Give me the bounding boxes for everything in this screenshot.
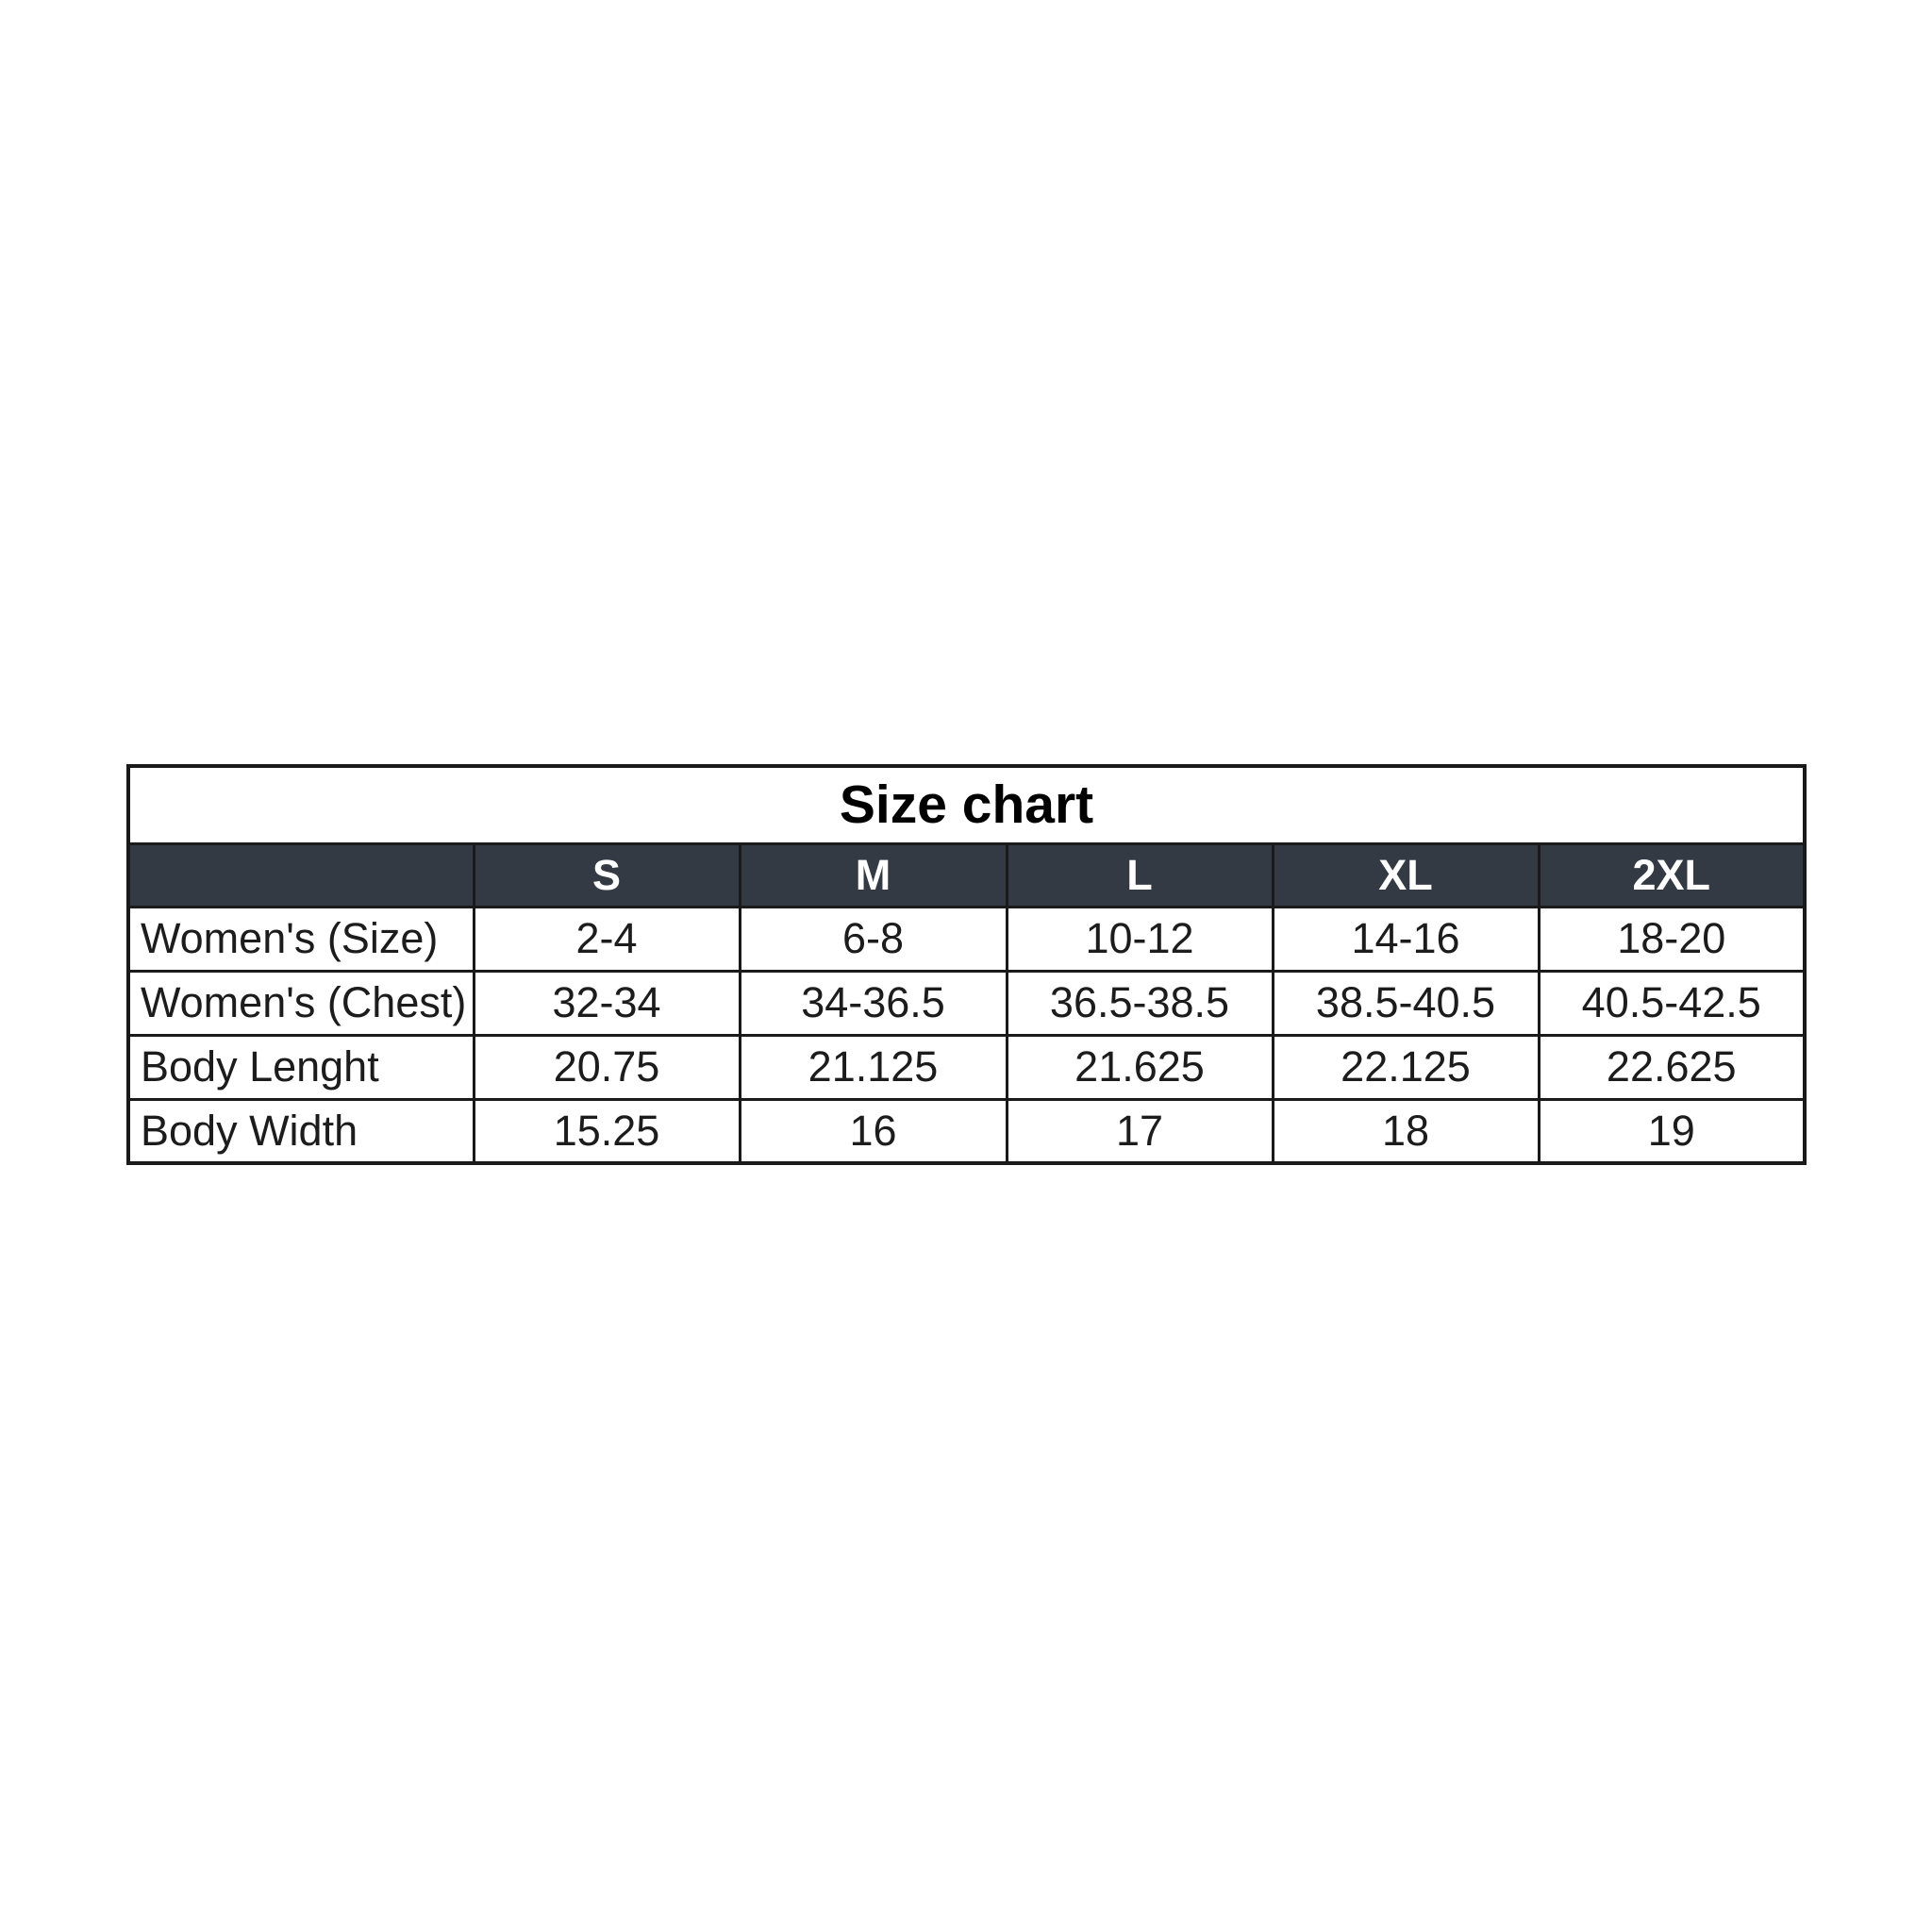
row-label: Body Lenght — [126, 1033, 475, 1101]
table-row-body-length: Body Lenght 20.75 21.125 21.625 22.125 2… — [126, 1033, 1807, 1101]
row-label: Women's (Chest) — [126, 969, 475, 1037]
value-cell: 22.125 — [1271, 1033, 1541, 1101]
table-row-body-width: Body Width 15.25 16 17 18 19 — [126, 1097, 1807, 1165]
value-cell: 22.625 — [1537, 1033, 1807, 1101]
row-label: Body Width — [126, 1097, 475, 1165]
header-size-m: M — [738, 841, 1008, 908]
value-cell: 10-12 — [1005, 905, 1274, 973]
value-cell: 38.5-40.5 — [1271, 969, 1541, 1037]
row-label: Women's (Size) — [126, 905, 475, 973]
value-cell: 2-4 — [472, 905, 741, 973]
value-cell: 14-16 — [1271, 905, 1541, 973]
header-size-s: S — [472, 841, 741, 908]
header-size-xl: XL — [1271, 841, 1541, 908]
size-chart-table: Size chart S M L XL 2XL Women's (Size) 2… — [126, 764, 1807, 1165]
value-cell: 18-20 — [1537, 905, 1807, 973]
value-cell: 36.5-38.5 — [1005, 969, 1274, 1037]
value-cell: 6-8 — [738, 905, 1008, 973]
value-cell: 18 — [1271, 1097, 1541, 1165]
value-cell: 40.5-42.5 — [1537, 969, 1807, 1037]
header-size-2xl: 2XL — [1537, 841, 1807, 908]
value-cell: 15.25 — [472, 1097, 741, 1165]
value-cell: 21.625 — [1005, 1033, 1274, 1101]
table-title: Size chart — [126, 764, 1807, 845]
table-title-row: Size chart — [126, 764, 1807, 845]
value-cell: 21.125 — [738, 1033, 1008, 1101]
value-cell: 20.75 — [472, 1033, 741, 1101]
value-cell: 19 — [1537, 1097, 1807, 1165]
value-cell: 16 — [738, 1097, 1008, 1165]
header-size-l: L — [1005, 841, 1274, 908]
header-empty-cell — [126, 841, 475, 908]
value-cell: 32-34 — [472, 969, 741, 1037]
table-row-womens-size: Women's (Size) 2-4 6-8 10-12 14-16 18-20 — [126, 905, 1807, 973]
value-cell: 17 — [1005, 1097, 1274, 1165]
size-header-row: S M L XL 2XL — [126, 841, 1807, 908]
table-row-womens-chest: Women's (Chest) 32-34 34-36.5 36.5-38.5 … — [126, 969, 1807, 1037]
value-cell: 34-36.5 — [738, 969, 1008, 1037]
